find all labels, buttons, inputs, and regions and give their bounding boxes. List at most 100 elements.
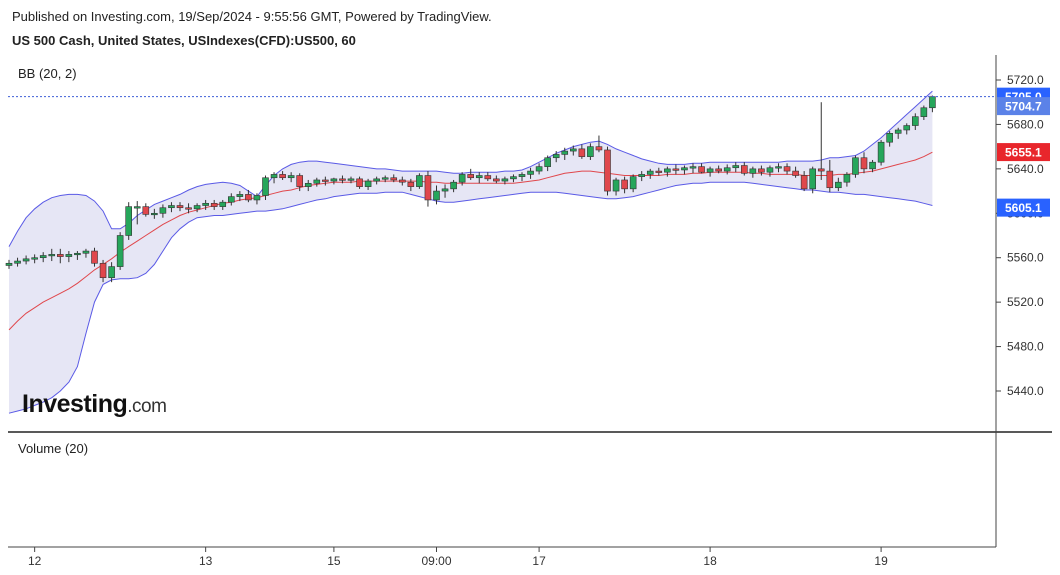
svg-text:Investing.com: Investing.com (22, 390, 166, 418)
candle (612, 177, 620, 196)
candle-body (313, 179, 321, 184)
candle-body (407, 181, 415, 187)
candle-body (510, 176, 517, 180)
candle-body (809, 168, 817, 190)
candle-body (527, 170, 534, 175)
candle-body (732, 165, 740, 169)
candle (715, 165, 722, 174)
candle-body (91, 250, 98, 264)
candle (65, 251, 73, 263)
candle-body (638, 174, 646, 177)
time-tick-label: 09:00 (421, 554, 451, 568)
candle-body (287, 175, 295, 179)
candle (518, 172, 526, 182)
candle-body (715, 168, 722, 172)
candle-body (82, 250, 90, 254)
candle (5, 259, 13, 269)
candle (638, 171, 646, 182)
candle (501, 176, 509, 185)
candle (484, 172, 492, 182)
candle-body (151, 212, 158, 216)
candle-body (569, 148, 577, 152)
candle (151, 208, 158, 219)
candle (313, 177, 321, 187)
candle (835, 177, 842, 192)
bb-indicator-label[interactable]: BB (20, 2) (18, 66, 77, 81)
candle-body (253, 195, 261, 201)
candle-body (398, 179, 406, 183)
logo-word: Investing (22, 390, 127, 418)
candle (296, 173, 304, 192)
price-badge: 5704.7 (997, 97, 1050, 116)
candle (869, 159, 876, 173)
candle-body (159, 207, 167, 214)
published-info: Published on Investing.com, 19/Sep/2024 … (12, 9, 492, 24)
candle-body (629, 176, 637, 190)
candle-body (826, 170, 834, 189)
candle-body (604, 149, 611, 192)
candle-body (698, 166, 705, 173)
candle (116, 232, 124, 270)
candle-body (484, 175, 492, 180)
volume-indicator-label[interactable]: Volume (20) (18, 441, 88, 456)
investing-logo: Investing.com (22, 390, 167, 418)
candle (31, 254, 38, 264)
candle (646, 168, 654, 179)
candle-body (176, 205, 184, 209)
candle (843, 172, 851, 187)
price-badge-label: 5605.1 (1005, 201, 1042, 215)
candle-body (441, 188, 449, 192)
candle-body (14, 260, 21, 264)
candle (860, 152, 868, 174)
candle (14, 257, 21, 267)
candle-body (31, 257, 38, 260)
candle (766, 165, 774, 177)
candle-body (535, 166, 543, 172)
time-tick-label: 15 (327, 554, 341, 568)
candle (373, 176, 380, 185)
candle-body (869, 161, 876, 170)
candle (390, 174, 398, 183)
candle-body (424, 175, 432, 201)
candle-body (800, 175, 808, 190)
candle (424, 171, 432, 207)
candle (193, 203, 201, 213)
candle (407, 178, 415, 192)
candle (578, 144, 586, 159)
candle (689, 163, 697, 174)
candle-body (210, 202, 218, 207)
price-pane[interactable] (8, 55, 996, 432)
candle-body (458, 174, 466, 183)
price-axis-ticks: 5720.05680.05640.05600.05560.05520.05480… (996, 73, 1044, 398)
candle (74, 251, 81, 260)
candle-body (74, 252, 81, 256)
candle-body (236, 194, 244, 197)
candle-body (193, 205, 201, 210)
candle-body (296, 175, 304, 187)
candle (458, 172, 466, 186)
candle (493, 175, 500, 184)
candle-body (852, 157, 859, 175)
time-tick-label: 17 (532, 554, 546, 568)
candle (287, 172, 295, 183)
candle (698, 163, 705, 174)
candle (510, 174, 517, 183)
candle-body (416, 175, 423, 187)
time-tick-label: 12 (28, 554, 42, 568)
candle (527, 167, 534, 179)
candle (595, 135, 603, 153)
candle-body (775, 166, 782, 169)
candle-body (612, 179, 620, 192)
candle-body (262, 177, 269, 196)
candle (108, 262, 115, 283)
candle-body (723, 167, 731, 172)
candle-body (168, 205, 175, 209)
candle (920, 105, 928, 120)
candle (758, 165, 765, 176)
candle (800, 171, 808, 192)
candle-body (142, 206, 150, 215)
candlesticks (5, 95, 936, 283)
basis-line (8, 151, 933, 331)
